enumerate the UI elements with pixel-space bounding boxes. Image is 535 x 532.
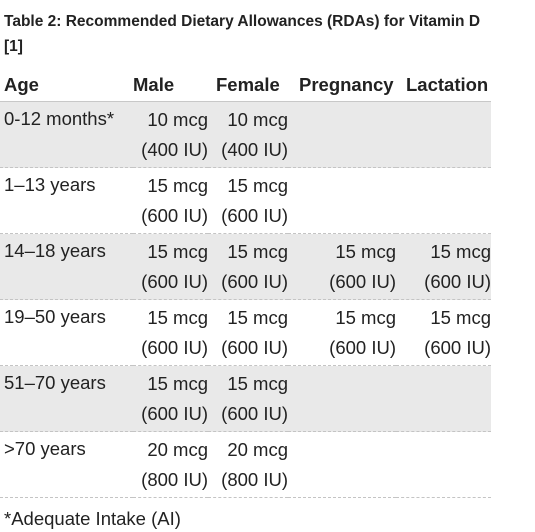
footnote: *Adequate Intake (AI) (4, 508, 181, 529)
header-row: Age Male Female Pregnancy Lactation (0, 68, 491, 102)
cell-age: 51–70 years (0, 365, 133, 432)
value-mcg: 10 mcg (227, 108, 288, 130)
header-female: Female (208, 68, 288, 102)
table-row: 19–50 years 15 mcg (600 IU) 15 mcg (600 IU) 1… (0, 299, 491, 366)
value-mcg: 15 mcg (147, 306, 208, 328)
header-lactation: Lactation (396, 68, 491, 102)
value-mcg: 15 mcg (147, 174, 208, 196)
cell-female: 15 mcg (600 IU) (208, 299, 288, 366)
value-mcg: 15 mcg (227, 372, 288, 394)
cell-lactation (396, 365, 491, 432)
value-iu: (400 IU) (221, 138, 288, 160)
cell-age: >70 years (0, 431, 133, 498)
cell-lactation: 15 mcg (600 IU) (396, 299, 491, 366)
table-row: >70 years 20 mcg (800 IU) 20 mcg (800 IU) (0, 431, 491, 498)
table-row: 0-12 months* 10 mcg (400 IU) 10 mcg (400 IU) (0, 101, 491, 168)
cell-age: 1–13 years (0, 167, 133, 234)
value-mcg: 15 mcg (335, 306, 396, 328)
cell-male: 20 mcg (800 IU) (133, 431, 208, 498)
value-mcg: 20 mcg (227, 438, 288, 460)
cell-male: 15 mcg (600 IU) (133, 299, 208, 366)
cell-male: 15 mcg (600 IU) (133, 365, 208, 432)
value-mcg: 15 mcg (147, 372, 208, 394)
value-mcg: 15 mcg (335, 240, 396, 262)
value-iu: (600 IU) (141, 204, 208, 226)
table-row: 1–13 years 15 mcg (600 IU) 15 mcg (600 IU) (0, 167, 491, 234)
value-mcg: 15 mcg (227, 306, 288, 328)
cell-female: 15 mcg (600 IU) (208, 365, 288, 432)
value-iu: (600 IU) (141, 270, 208, 292)
table-caption: Table 2: Recommended Dietary Allowances … (4, 13, 481, 55)
value-iu: (600 IU) (141, 336, 208, 358)
cell-age: 14–18 years (0, 233, 133, 300)
cell-female: 15 mcg (600 IU) (208, 167, 288, 234)
cell-male: 15 mcg (600 IU) (133, 167, 208, 234)
value-iu: (600 IU) (221, 336, 288, 358)
value-iu: (800 IU) (221, 468, 288, 490)
value-iu: (600 IU) (221, 204, 288, 226)
table-row: 14–18 years 15 mcg (600 IU) 15 mcg (600 IU) 1… (0, 233, 491, 300)
value-iu: (800 IU) (141, 468, 208, 490)
value-iu: (600 IU) (221, 402, 288, 424)
value-mcg: 15 mcg (430, 306, 491, 328)
cell-pregnancy (288, 431, 396, 498)
cell-lactation (396, 431, 491, 498)
cell-lactation (396, 167, 491, 234)
cell-lactation (396, 101, 491, 168)
header-pregnancy: Pregnancy (288, 68, 396, 102)
cell-male: 15 mcg (600 IU) (133, 233, 208, 300)
cell-female: 20 mcg (800 IU) (208, 431, 288, 498)
value-mcg: 15 mcg (227, 240, 288, 262)
cell-age: 0-12 months* (0, 101, 133, 168)
cell-female: 10 mcg (400 IU) (208, 101, 288, 168)
header-age: Age (0, 68, 133, 102)
table-row: 51–70 years 15 mcg (600 IU) 15 mcg (600 IU) (0, 365, 491, 432)
value-iu: (400 IU) (141, 138, 208, 160)
cell-pregnancy: 15 mcg (600 IU) (288, 233, 396, 300)
cell-pregnancy (288, 101, 396, 168)
value-mcg: 20 mcg (147, 438, 208, 460)
value-mcg: 10 mcg (147, 108, 208, 130)
cell-pregnancy: 15 mcg (600 IU) (288, 299, 396, 366)
cell-age: 19–50 years (0, 299, 133, 366)
value-iu: (600 IU) (221, 270, 288, 292)
rda-table: Age Male Female Pregnancy Lactation 0-12… (0, 68, 491, 498)
header-male: Male (133, 68, 208, 102)
cell-pregnancy (288, 365, 396, 432)
value-mcg: 15 mcg (227, 174, 288, 196)
cell-pregnancy (288, 167, 396, 234)
value-iu: (600 IU) (329, 270, 396, 292)
cell-male: 10 mcg (400 IU) (133, 101, 208, 168)
value-iu: (600 IU) (141, 402, 208, 424)
cell-lactation: 15 mcg (600 IU) (396, 233, 491, 300)
cell-female: 15 mcg (600 IU) (208, 233, 288, 300)
value-mcg: 15 mcg (430, 240, 491, 262)
value-mcg: 15 mcg (147, 240, 208, 262)
value-iu: (600 IU) (329, 336, 396, 358)
value-iu: (600 IU) (424, 270, 491, 292)
value-iu: (600 IU) (424, 336, 491, 358)
